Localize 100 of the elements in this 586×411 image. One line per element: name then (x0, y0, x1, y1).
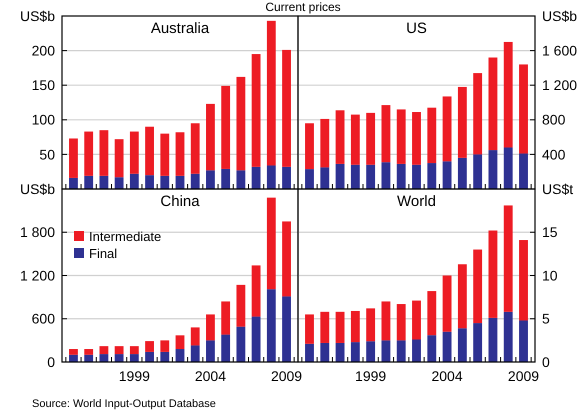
legend-label: Final (89, 246, 118, 261)
bar (84, 176, 94, 189)
bar (190, 345, 200, 362)
bar (145, 126, 154, 176)
bar (336, 164, 344, 189)
bar (381, 162, 390, 189)
bar (190, 327, 200, 346)
y-tick-label: 50 (39, 146, 56, 162)
bar (114, 346, 124, 354)
y-tick-label: 1 200 (20, 267, 56, 284)
bar (488, 58, 498, 150)
bar (99, 354, 108, 362)
bar (145, 352, 154, 362)
bar (145, 341, 154, 352)
y-tick-label: 15 (542, 224, 558, 240)
bar (221, 334, 230, 362)
bar (99, 176, 108, 189)
y-tick-label: 10 (542, 267, 558, 284)
bar (366, 341, 376, 362)
bar (412, 164, 421, 189)
legend-label: Intermediate (89, 229, 162, 244)
y-tick-label: 1 200 (542, 77, 578, 94)
y-tick-label: 600 (32, 310, 56, 327)
bar (458, 264, 467, 328)
bar (190, 174, 200, 189)
y-tick-label: 150 (32, 77, 56, 94)
bar (282, 296, 291, 362)
bar (473, 250, 482, 324)
bar (336, 312, 344, 343)
chart-title: World (397, 193, 436, 210)
y-tick-label: 5 (542, 310, 550, 327)
bar (236, 326, 246, 362)
bar (305, 314, 314, 344)
x-tick-label: 2009 (508, 368, 540, 384)
x-tick-label: 1999 (355, 368, 386, 384)
bar (99, 346, 108, 354)
chart-title: China (160, 193, 200, 210)
bar (236, 76, 246, 170)
bar (130, 354, 139, 362)
bar (458, 86, 467, 158)
bar (519, 320, 528, 362)
bar (114, 354, 124, 362)
bar (69, 349, 78, 355)
bar (84, 132, 94, 176)
bar (412, 340, 421, 362)
bar (488, 230, 498, 318)
bar (176, 132, 184, 176)
bar (160, 340, 170, 352)
y-tick-label: 100 (32, 112, 56, 128)
bar (350, 164, 360, 189)
bar (176, 335, 184, 350)
bar (442, 332, 452, 362)
bar (252, 54, 261, 167)
bar (473, 73, 482, 154)
bar (236, 170, 246, 189)
bar (381, 340, 390, 362)
bar (206, 170, 215, 189)
bar (266, 165, 276, 189)
bar (206, 340, 215, 362)
bar (442, 96, 452, 162)
bar (145, 175, 154, 189)
y-axis-title: US$b (542, 8, 578, 24)
bar (412, 112, 421, 165)
bar (130, 346, 139, 354)
bar (69, 178, 78, 189)
bar (381, 301, 390, 340)
bar (366, 308, 376, 342)
bar (473, 154, 482, 189)
y-tick-label: 800 (542, 112, 566, 128)
y-axis-title: US$b (20, 180, 56, 197)
bar (488, 150, 498, 189)
y-tick-label: 200 (32, 42, 56, 58)
y-axis-title: US$t (542, 180, 574, 197)
y-tick-label: 1 800 (20, 224, 56, 240)
y-tick-label: 400 (542, 146, 566, 162)
bar (396, 340, 406, 362)
bar (320, 118, 330, 168)
bar (266, 198, 276, 290)
bar (252, 166, 261, 189)
bar (160, 352, 170, 362)
y-tick-label: 0 (542, 354, 550, 370)
bar (427, 108, 436, 164)
bar (381, 105, 390, 162)
bar (69, 354, 78, 362)
bar (504, 147, 513, 189)
bar (282, 50, 291, 167)
bar (366, 164, 376, 189)
bar (488, 318, 498, 362)
bar (320, 312, 330, 343)
chart-title: US (406, 20, 427, 37)
bar (84, 349, 94, 355)
bar (282, 166, 291, 189)
y-tick-label: 0 (47, 354, 56, 370)
bar (427, 291, 436, 336)
source-note: Source: World Input-Output Database (32, 398, 216, 410)
bar (396, 109, 406, 164)
bar (427, 335, 436, 362)
bar (336, 342, 344, 362)
bar (366, 112, 376, 165)
bar (160, 134, 170, 176)
